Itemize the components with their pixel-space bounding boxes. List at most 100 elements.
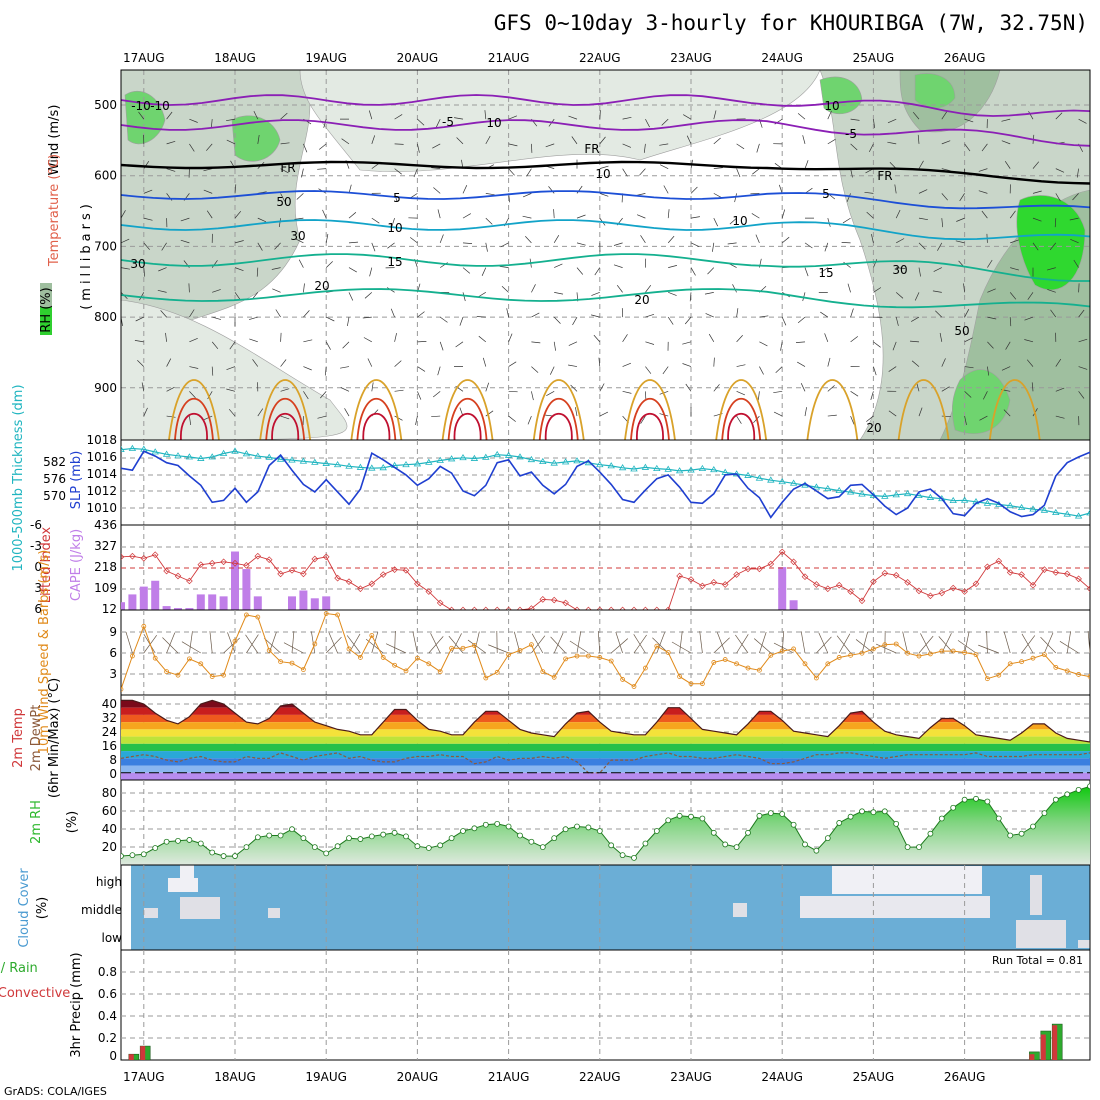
wind-barb [802, 135, 806, 144]
rh-point [779, 811, 786, 817]
wind-point [939, 648, 945, 654]
rh-point [482, 821, 489, 828]
wind-barb [759, 631, 767, 654]
precip-conv-bar [1052, 1025, 1058, 1060]
wind-barb [964, 631, 970, 654]
rh-point [1018, 830, 1025, 837]
li-point [334, 574, 341, 582]
cape-bar [219, 596, 228, 610]
contour-label: 10 [732, 214, 747, 228]
wind-barb [522, 193, 532, 198]
rh-point [562, 826, 569, 833]
cloud-cell [1030, 875, 1042, 915]
wind-barb [1024, 316, 1034, 321]
wind-barb [827, 357, 831, 367]
wind-barb [1050, 309, 1057, 318]
wind-barb [432, 391, 441, 398]
panel-frame [120, 439, 1091, 526]
wind-point [825, 661, 831, 667]
date-label-top: 26AUG [944, 51, 986, 65]
hot-contour [727, 413, 756, 440]
li-point [790, 558, 797, 566]
li-point [642, 606, 649, 610]
wind-barb [615, 631, 623, 654]
wind-barb [640, 415, 646, 424]
li-point [265, 556, 273, 564]
wind-barb [682, 341, 692, 345]
cloud-cell [800, 896, 990, 918]
wind-barb [570, 384, 578, 392]
thickness-point [121, 445, 125, 453]
wind-barb [417, 311, 425, 318]
wind-barb [554, 263, 563, 268]
li-point [972, 580, 980, 588]
wind-barb [226, 366, 236, 371]
thickness-point [550, 459, 558, 466]
wind-barb [781, 316, 787, 326]
wind-barb [987, 288, 996, 293]
wind-barb [684, 316, 692, 325]
wind-barb [394, 360, 402, 367]
li-tick: -6 [30, 518, 42, 532]
wind-barb [188, 283, 190, 293]
wind-barb [229, 341, 236, 350]
wind-barb [1078, 391, 1085, 399]
thickness-point [858, 490, 866, 497]
rh-point [813, 847, 820, 854]
wind-barb [166, 111, 173, 120]
thickness-point [413, 460, 422, 467]
wind-barb [252, 359, 259, 367]
wind-barb [682, 363, 692, 367]
upper-ylabel-pressure: (millibars) [79, 200, 94, 310]
date-axis-top: 17AUG 18AUG 19AUG 20AUG 21AUG 22AUG 23AUG 24AUG… [123, 51, 985, 65]
thickness-point [653, 464, 661, 471]
wind-barb [462, 292, 466, 302]
date-label-bottom: 21AUG [488, 1070, 530, 1084]
pressure-tick: 500 [94, 98, 117, 112]
wind-barb [482, 357, 487, 367]
li-point [847, 588, 854, 595]
wind-barb [979, 415, 988, 421]
wind-barb [212, 289, 221, 293]
wind-barb [143, 189, 153, 194]
li-point [710, 579, 718, 586]
wind-barb [301, 168, 304, 178]
li-point [585, 606, 592, 610]
wind-barb [348, 212, 357, 219]
wind-barb [593, 334, 601, 343]
wind-barb [645, 313, 655, 318]
wind-barb [234, 292, 241, 300]
wind-barb [257, 217, 267, 223]
wind-point [1007, 661, 1013, 667]
wind-barb [245, 634, 259, 654]
wind-barb [690, 267, 696, 276]
wind-barb [616, 284, 623, 293]
rh-point [551, 835, 558, 842]
rh-point [950, 804, 957, 811]
wind-point [221, 672, 227, 678]
rh-point [642, 840, 649, 847]
wind-speed-line [121, 612, 1090, 690]
rh-point [1007, 832, 1014, 839]
thickness-point [630, 465, 638, 472]
wind-barb [914, 292, 920, 301]
wind-barb [622, 362, 632, 367]
wind-barb [341, 138, 350, 145]
wind-point [893, 641, 899, 647]
wind-barb [342, 341, 350, 349]
rh-point [209, 849, 216, 856]
thickness-point [596, 460, 604, 468]
wind-barb [456, 137, 464, 145]
wind-barb [206, 143, 213, 151]
thickness-point [767, 476, 775, 483]
wind-barb [157, 289, 167, 293]
thickness-point [983, 499, 992, 506]
date-label-bottom: 23AUG [670, 1070, 712, 1084]
thickness-point [174, 452, 182, 459]
li-point [357, 585, 364, 593]
hot-contour [356, 397, 397, 440]
wind-barb [575, 407, 578, 417]
wind-barb [759, 315, 769, 318]
date-label-bottom: 22AUG [579, 1070, 621, 1084]
li-point [448, 606, 455, 610]
